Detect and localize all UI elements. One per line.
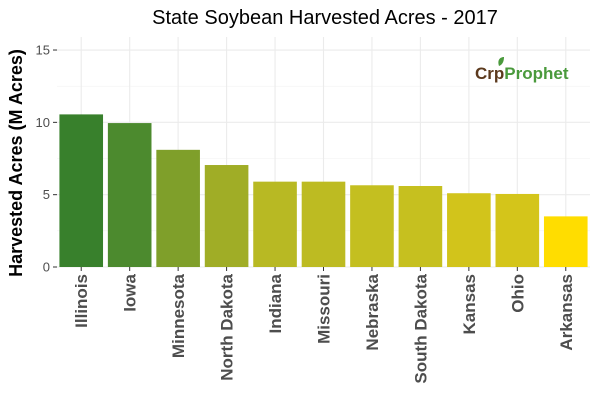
cropprophet-logo: CrpProphet [475, 57, 569, 83]
x-tick-label: Ohio [508, 274, 527, 313]
bar-north-dakota [204, 165, 249, 267]
bar-kansas [447, 193, 491, 267]
x-tick-label: South Dakota [411, 273, 430, 383]
y-tick-label: 15 [36, 43, 50, 58]
y-axis-ticks: 0 5 10 15 [36, 43, 57, 275]
x-tick-label: Arkansas [557, 274, 576, 351]
x-tick-label: Missouri [315, 274, 334, 344]
y-tick-label: 0 [43, 260, 50, 275]
leaf-icon [498, 57, 504, 66]
x-tick-label: North Dakota [218, 273, 237, 380]
y-axis-label: Harvested Acres (M Acres) [6, 49, 26, 277]
bar-illinois [59, 114, 104, 267]
bar-south-dakota [398, 185, 443, 267]
logo-text-crop-end: p [494, 64, 504, 83]
svg-text:CrpProphet: CrpProphet [475, 64, 569, 83]
logo-text-prophet: Prophet [504, 64, 569, 83]
y-tick-label: 5 [43, 187, 50, 202]
x-tick-label: Illinois [72, 274, 91, 328]
chart-title: State Soybean Harvested Acres - 2017 [152, 7, 498, 29]
bar-indiana [253, 181, 297, 267]
x-tick-label: Kansas [460, 274, 479, 334]
logo-text-crop-start: Cr [475, 64, 494, 83]
x-tick-label: Indiana [266, 273, 285, 333]
bar-ohio [495, 193, 540, 267]
y-tick-label: 10 [36, 115, 50, 130]
bars [59, 114, 588, 267]
bar-missouri [301, 181, 346, 267]
x-tick-label: Iowa [121, 273, 140, 311]
bar-minnesota [156, 149, 200, 267]
x-tick-label: Nebraska [363, 273, 382, 350]
bar-nebraska [350, 185, 394, 267]
x-axis-ticks: Illinois Iowa Minnesota North Dakota Indiana… [72, 267, 576, 384]
bar-iowa [107, 123, 152, 267]
bar-arkansas [543, 216, 588, 267]
x-tick-label: Minnesota [169, 273, 188, 358]
